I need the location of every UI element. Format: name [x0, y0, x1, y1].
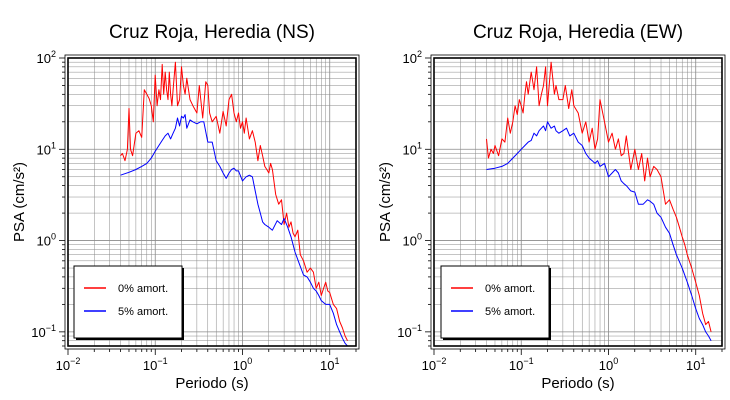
legend-box	[73, 265, 183, 339]
series-line-undamped	[120, 61, 348, 341]
plot-frame	[433, 57, 723, 347]
y-axis-label: PSA (cm/s²)	[11, 162, 28, 242]
x-tick-label: 101	[320, 356, 339, 373]
plot-frame	[67, 57, 357, 347]
legend-entry: 5% amort.	[118, 306, 168, 318]
series-line-damped	[486, 121, 712, 341]
y-tick-label: 10−1	[397, 323, 422, 340]
x-tick-label: 100	[599, 356, 618, 373]
series-line-damped	[120, 114, 348, 346]
y-tick-label: 101	[403, 140, 422, 157]
legend: 0% amort. 5% amort.	[73, 265, 184, 340]
x-axis-label: Periodo (s)	[541, 375, 614, 392]
y-tick-label: 100	[37, 232, 56, 249]
x-axis-label: Periodo (s)	[175, 375, 248, 392]
x-tick-label: 10−2	[422, 356, 447, 373]
legend-entry: 0% amort.	[118, 283, 168, 295]
grid	[433, 57, 723, 347]
y-tick-label: 100	[403, 232, 422, 249]
grid	[67, 57, 357, 347]
series-line-undamped	[486, 61, 712, 333]
y-tick-label: 102	[37, 49, 56, 66]
x-tick-label: 10−1	[509, 356, 534, 373]
y-tick-label: 101	[37, 140, 56, 157]
plot-frame-outer	[64, 54, 360, 350]
legend-entry: 5% amort.	[485, 306, 535, 318]
y-axis-label: PSA (cm/s²)	[377, 162, 394, 242]
legend-box	[440, 265, 550, 339]
legend: 0% amort. 5% amort.	[440, 265, 551, 340]
y-tick-label: 102	[403, 49, 422, 66]
x-tick-label: 10−2	[56, 356, 81, 373]
chart-title: Cruz Roja, Heredia (EW)	[473, 22, 683, 43]
x-tick-label: 100	[233, 356, 252, 373]
plot-frame-outer	[430, 54, 726, 350]
x-tick-label: 101	[686, 356, 705, 373]
chart-title: Cruz Roja, Heredia (NS)	[109, 22, 315, 43]
legend-entry: 0% amort.	[485, 283, 535, 295]
x-tick-label: 10−1	[143, 356, 168, 373]
y-tick-label: 10−1	[31, 323, 56, 340]
